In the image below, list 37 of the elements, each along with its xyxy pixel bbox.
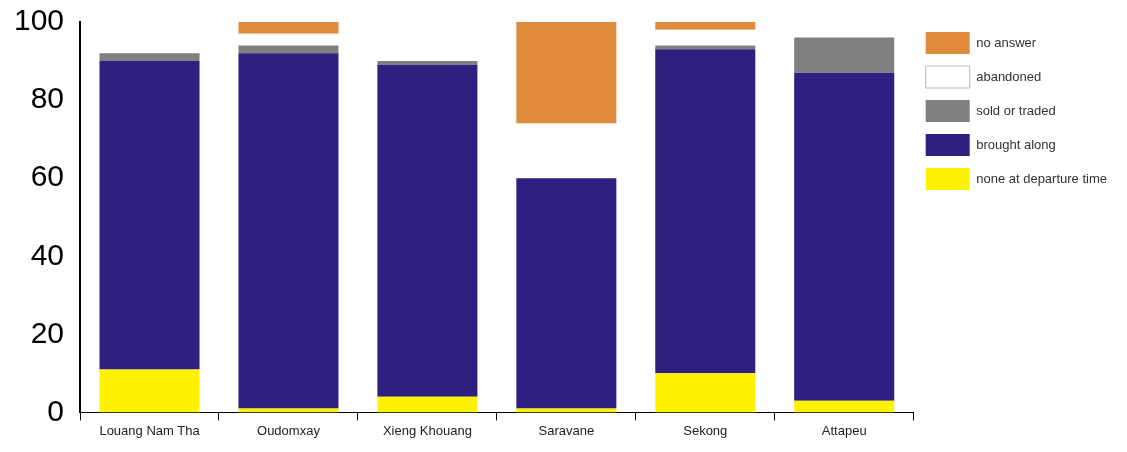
legend-label: abandoned xyxy=(976,68,1042,84)
x-tick-label: Sekong xyxy=(683,422,728,438)
legend-label: brought along xyxy=(976,136,1056,152)
bar xyxy=(516,408,617,413)
x-tick-label: Xieng Khouang xyxy=(382,422,472,438)
legend-label: none at departure time xyxy=(976,170,1108,186)
bar xyxy=(99,53,200,62)
bar xyxy=(377,64,478,397)
x-tick-label: Attapeu xyxy=(821,422,867,438)
y-tick-label: 40 xyxy=(30,237,65,271)
y-tick-label: 100 xyxy=(13,3,65,37)
x-tick-label: Saravane xyxy=(538,422,595,438)
bar xyxy=(377,396,478,413)
legend-label: no answer xyxy=(976,34,1037,50)
bar xyxy=(794,400,895,413)
bar xyxy=(655,45,756,50)
bar xyxy=(655,373,756,413)
y-tick-label: 20 xyxy=(30,315,65,349)
bar xyxy=(238,22,339,34)
legend-label: sold or traded xyxy=(976,102,1056,118)
y-tick-label: 80 xyxy=(30,81,65,115)
bar xyxy=(238,408,339,413)
y-tick-label: 60 xyxy=(30,159,65,193)
bar xyxy=(99,369,200,413)
bar xyxy=(377,61,478,65)
bar xyxy=(516,178,617,409)
y-tick-label: 0 xyxy=(47,393,65,427)
bar xyxy=(238,53,339,409)
bar xyxy=(794,72,895,401)
bar xyxy=(99,61,200,370)
bar xyxy=(238,45,339,54)
bar xyxy=(655,49,756,374)
bar xyxy=(794,37,895,73)
bar xyxy=(516,22,617,124)
x-tick-label: Oudomxay xyxy=(257,422,321,438)
x-tick-label: Louang Nam Tha xyxy=(99,422,201,438)
bar xyxy=(655,22,756,30)
